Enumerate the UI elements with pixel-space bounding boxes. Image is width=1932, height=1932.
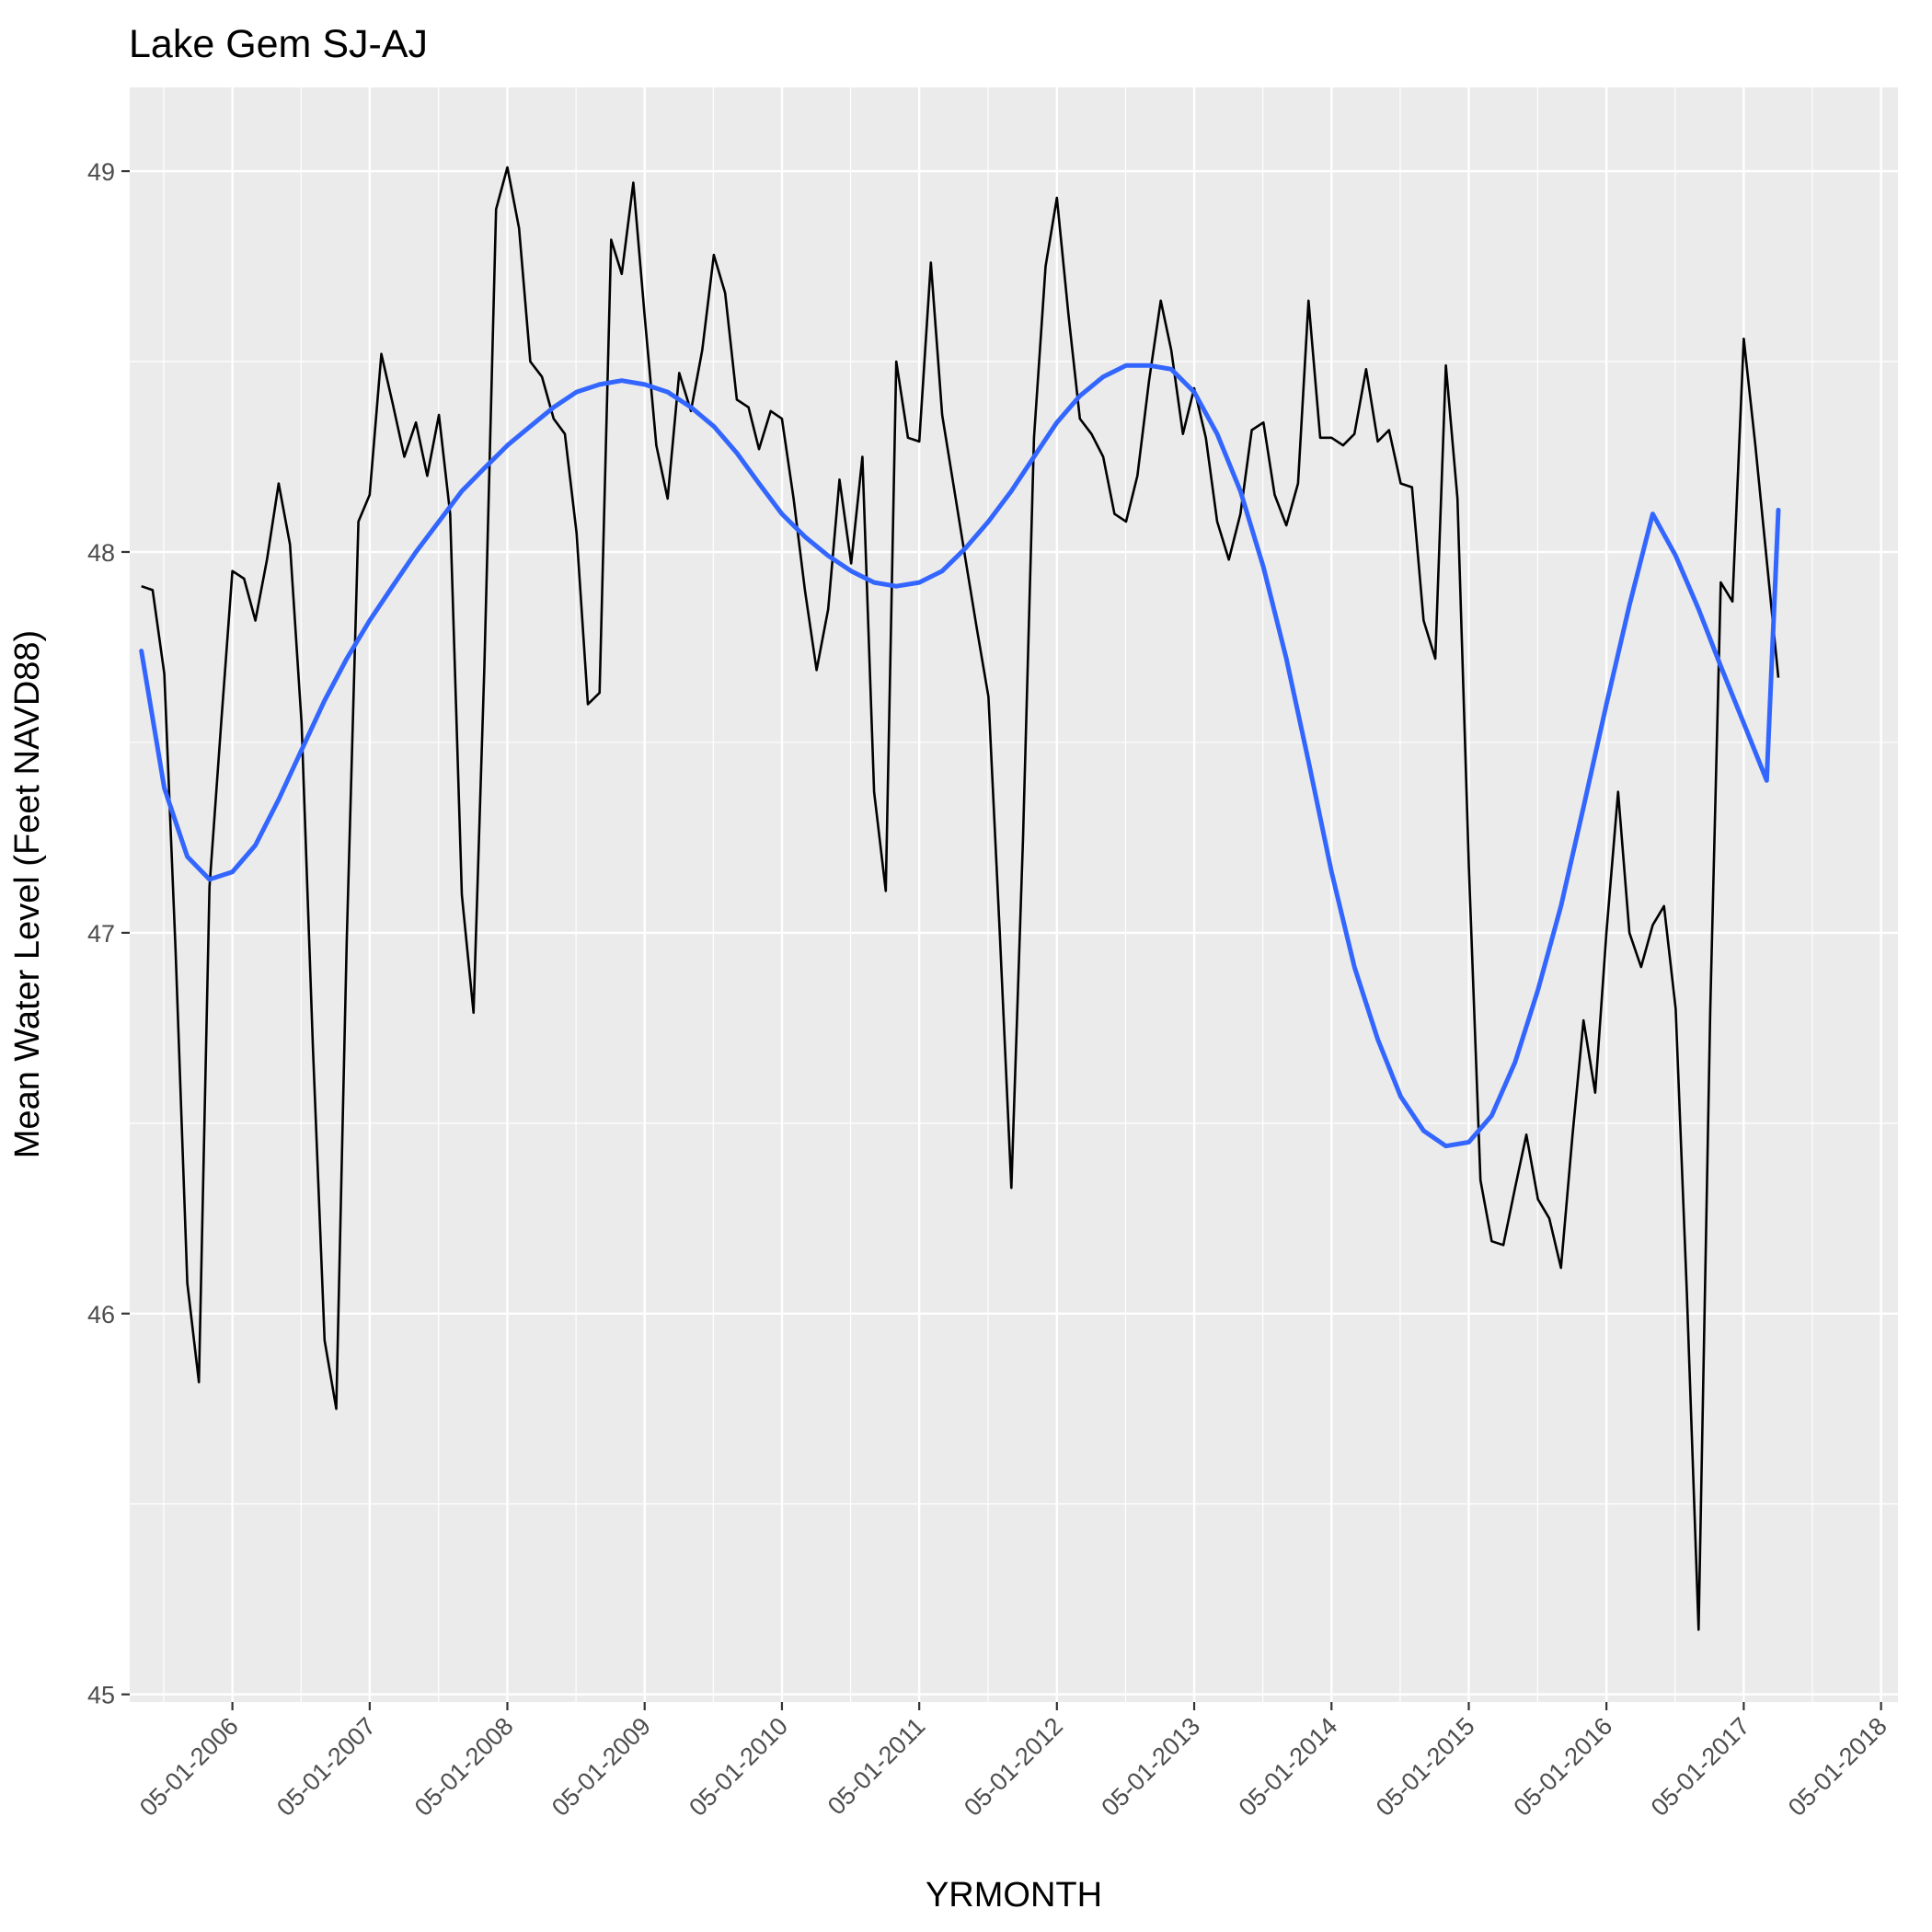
series-line-raw	[141, 166, 1780, 1631]
y-tick-label: 49	[87, 158, 115, 186]
y-tick-label: 45	[87, 1682, 115, 1709]
y-axis-ticks: 45 46 47 48 49	[87, 158, 130, 1709]
y-tick-label: 47	[87, 920, 115, 948]
x-tick-label: 05-01-2016	[1509, 1712, 1618, 1822]
x-tick-label: 05-01-2008	[409, 1712, 519, 1822]
x-axis-ticks: 05-01-2006 05-01-2007 05-01-2008 05-01-2009…	[134, 1702, 1892, 1822]
x-tick-label: 05-01-2017	[1646, 1712, 1755, 1822]
x-tick-label: 05-01-2013	[1096, 1712, 1205, 1822]
y-tick-label: 46	[87, 1301, 115, 1328]
x-axis-title: YRMONTH	[926, 1876, 1102, 1915]
series-line-smooth	[139, 362, 1781, 1149]
chart-title: Lake Gem SJ-AJ	[129, 22, 428, 66]
x-tick-label: 05-01-2015	[1371, 1712, 1480, 1822]
x-tick-label: 05-01-2006	[134, 1712, 244, 1822]
y-axis-title: Mean Water Level (Feet NAVD88)	[8, 630, 47, 1158]
x-tick-label: 05-01-2014	[1234, 1712, 1343, 1822]
minor-gridlines	[130, 87, 1898, 1702]
x-tick-label: 05-01-2009	[546, 1712, 656, 1822]
major-gridlines	[130, 87, 1898, 1702]
x-tick-label: 05-01-2018	[1783, 1712, 1892, 1822]
y-tick-label: 48	[87, 539, 115, 567]
plot-panel	[130, 87, 1898, 1702]
x-tick-label: 05-01-2012	[959, 1712, 1068, 1822]
x-tick-label: 05-01-2007	[271, 1712, 381, 1822]
x-tick-label: 05-01-2010	[684, 1712, 793, 1822]
x-tick-label: 05-01-2011	[822, 1712, 930, 1820]
